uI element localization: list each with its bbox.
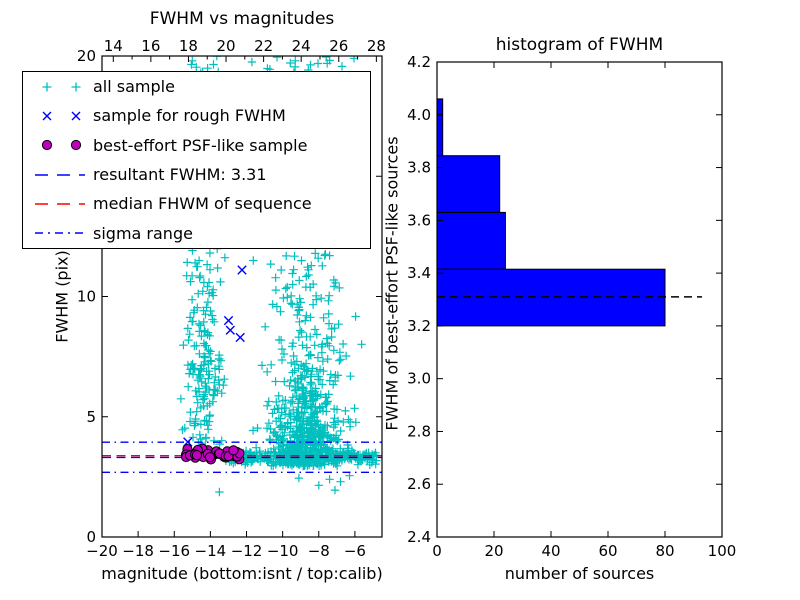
legend-label: sample for rough FWHM (93, 106, 286, 126)
psf-point (191, 450, 202, 461)
tick-label: −20 (86, 542, 118, 560)
legend-entry-best-effort-psf-like-sample: best-effort PSF-like sample (23, 131, 370, 160)
scatter-rough-fwhm-sample (183, 265, 247, 447)
axes-frame (436, 61, 723, 538)
tick-label: 28 (367, 37, 386, 55)
tick-label: −16 (158, 542, 190, 560)
legend-entry-sigma-range: sigma range (23, 219, 370, 248)
legend-entry-median-fhwm-of-sequence: median FHWM of sequence (23, 189, 370, 218)
tick-label: 100 (708, 542, 737, 560)
legend-entry-all-sample: all sample (23, 72, 370, 101)
tick-label: 18 (179, 37, 198, 55)
tick-label: 26 (329, 37, 348, 55)
tick-label: 4.0 (407, 106, 431, 124)
scatter-psf-sample (181, 443, 245, 465)
hist-bar (436, 268, 666, 327)
tick-label: 3.0 (407, 370, 431, 388)
tick-label: 0 (432, 542, 442, 560)
tick-label: 5 (86, 408, 96, 426)
tick-label: −6 (344, 542, 366, 560)
tick-label: 3.6 (407, 211, 431, 229)
legend-dashdot-marker-icon (35, 232, 85, 235)
right-plot-ylabel: FWHM of best-effort PSF-like sources (382, 136, 402, 431)
right-plot-xlabel: number of sources (504, 564, 655, 583)
axis-tick-labels: −20 −18 −16 −14 −12 −10 −8 −6 14 16 18 20 22 24 26 28 0 5… (77, 37, 736, 560)
tick-label: −18 (122, 542, 154, 560)
tick-label: 4.2 (407, 53, 431, 71)
legend-label: median FHWM of sequence (93, 194, 312, 214)
tick-label: 20 (216, 37, 235, 55)
legend-dashed-marker-icon (35, 173, 85, 176)
legend-label: all sample (93, 77, 175, 97)
tick-label: 0 (86, 528, 96, 546)
tick-label: 2.8 (407, 422, 431, 440)
tick-label: 24 (292, 37, 311, 55)
psf-point (204, 452, 215, 463)
left-plot-title: FWHM vs magnitudes (149, 9, 335, 29)
legend-entry-resultant-fwhm-3-31: resultant FWHM: 3.31 (23, 160, 370, 189)
legend-plus-marker-icon (42, 82, 81, 92)
tick-label: 16 (141, 37, 160, 55)
tick-label: 20 (484, 542, 503, 560)
tick-label: −8 (308, 542, 330, 560)
tick-label: 40 (541, 542, 560, 560)
tick-label: 60 (598, 542, 617, 560)
histogram-plot-area (436, 98, 703, 327)
tick-label: −14 (195, 542, 227, 560)
tick-label: 3.2 (407, 317, 431, 335)
legend-circle-marker-icon (41, 140, 82, 151)
psf-point (228, 445, 239, 456)
hist-bar (436, 98, 444, 157)
tick-label: 80 (655, 542, 674, 560)
tick-label: 10 (77, 288, 96, 306)
legend-dashed-marker-icon (35, 203, 85, 205)
tick-label: 3.8 (407, 159, 431, 177)
tick-label: 2.4 (407, 528, 431, 546)
tick-label: 14 (104, 37, 123, 55)
axis-ticks (101, 55, 723, 538)
tick-label: 20 (77, 47, 96, 65)
tick-label: −12 (231, 542, 263, 560)
hist-bar (436, 155, 501, 213)
legend-label: best-effort PSF-like sample (93, 135, 308, 155)
tick-label: 2.6 (407, 475, 431, 493)
tick-label: −10 (267, 542, 299, 560)
legend-cross-marker-icon (42, 111, 81, 121)
hist-bar (436, 211, 506, 270)
legend-entry-sample-for-rough-fwhm: sample for rough FWHM (23, 101, 370, 130)
plot-legend: all sample sample for rough FWHM best-effo… (22, 71, 371, 249)
tick-label: 3.4 (407, 264, 431, 282)
legend-label: sigma range (93, 223, 193, 243)
scatter-plot-area (102, 56, 382, 497)
right-plot-title: histogram of FWHM (495, 35, 664, 55)
tick-label: 22 (254, 37, 273, 55)
legend-label: resultant FWHM: 3.31 (93, 165, 267, 185)
left-plot-xlabel: magnitude (bottom:isnt / top:calib) (101, 564, 383, 583)
